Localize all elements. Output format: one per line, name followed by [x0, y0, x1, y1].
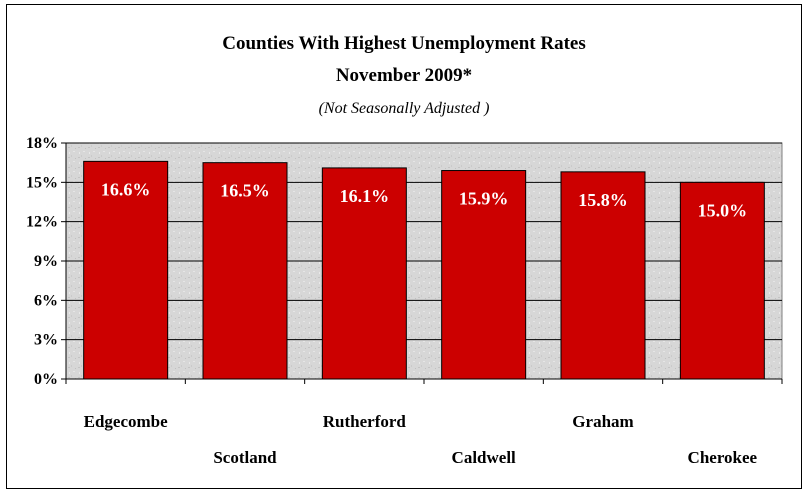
data-label: 16.6% — [101, 179, 151, 199]
category-label: Edgecombe — [84, 412, 169, 431]
y-tick-label: 15% — [26, 174, 58, 191]
chart-frame: Counties With Highest Unemployment Rates… — [6, 4, 802, 489]
data-label: 15.9% — [459, 189, 509, 209]
chart-note: (Not Seasonally Adjusted ) — [319, 100, 490, 117]
y-tick-label: 0% — [34, 371, 58, 388]
data-label: 15.0% — [698, 200, 748, 220]
data-labels: 16.6% 16.5% 16.1% 15.9% 15.8% 15.0% — [101, 179, 747, 220]
gridlines — [66, 142, 782, 341]
y-axis-ticks: 0% 3% 6% 9% 12% 15% 18% — [26, 135, 58, 388]
bar-edgecombe — [83, 160, 169, 380]
bar-chart: Counties With Highest Unemployment Rates… — [26, 33, 783, 467]
x-axis-categories: Edgecombe Scotland Rutherford Caldwell Graha… — [84, 412, 758, 467]
data-label: 16.1% — [340, 186, 390, 206]
bar-caldwell — [441, 170, 527, 380]
chart-title: Counties With Highest Unemployment Rates — [222, 33, 585, 54]
chart-subtitle: November 2009* — [336, 65, 472, 86]
category-label: Scotland — [213, 448, 277, 467]
y-tick-label: 12% — [26, 214, 58, 231]
axes — [61, 142, 783, 384]
bar-rutherford — [321, 167, 407, 380]
bar-cherokee — [679, 181, 765, 380]
category-label: Caldwell — [452, 448, 517, 467]
y-tick-label: 6% — [34, 292, 58, 309]
category-label: Graham — [572, 412, 633, 431]
data-label: 16.5% — [220, 181, 270, 201]
bars — [83, 160, 765, 380]
bar-scotland — [202, 162, 288, 380]
data-label: 15.8% — [578, 190, 628, 210]
y-tick-label: 9% — [34, 253, 58, 270]
category-label: Cherokee — [688, 448, 758, 467]
category-label: Rutherford — [323, 412, 407, 431]
bar-graham — [560, 171, 646, 380]
y-tick-label: 18% — [26, 135, 58, 152]
y-tick-label: 3% — [34, 332, 58, 349]
